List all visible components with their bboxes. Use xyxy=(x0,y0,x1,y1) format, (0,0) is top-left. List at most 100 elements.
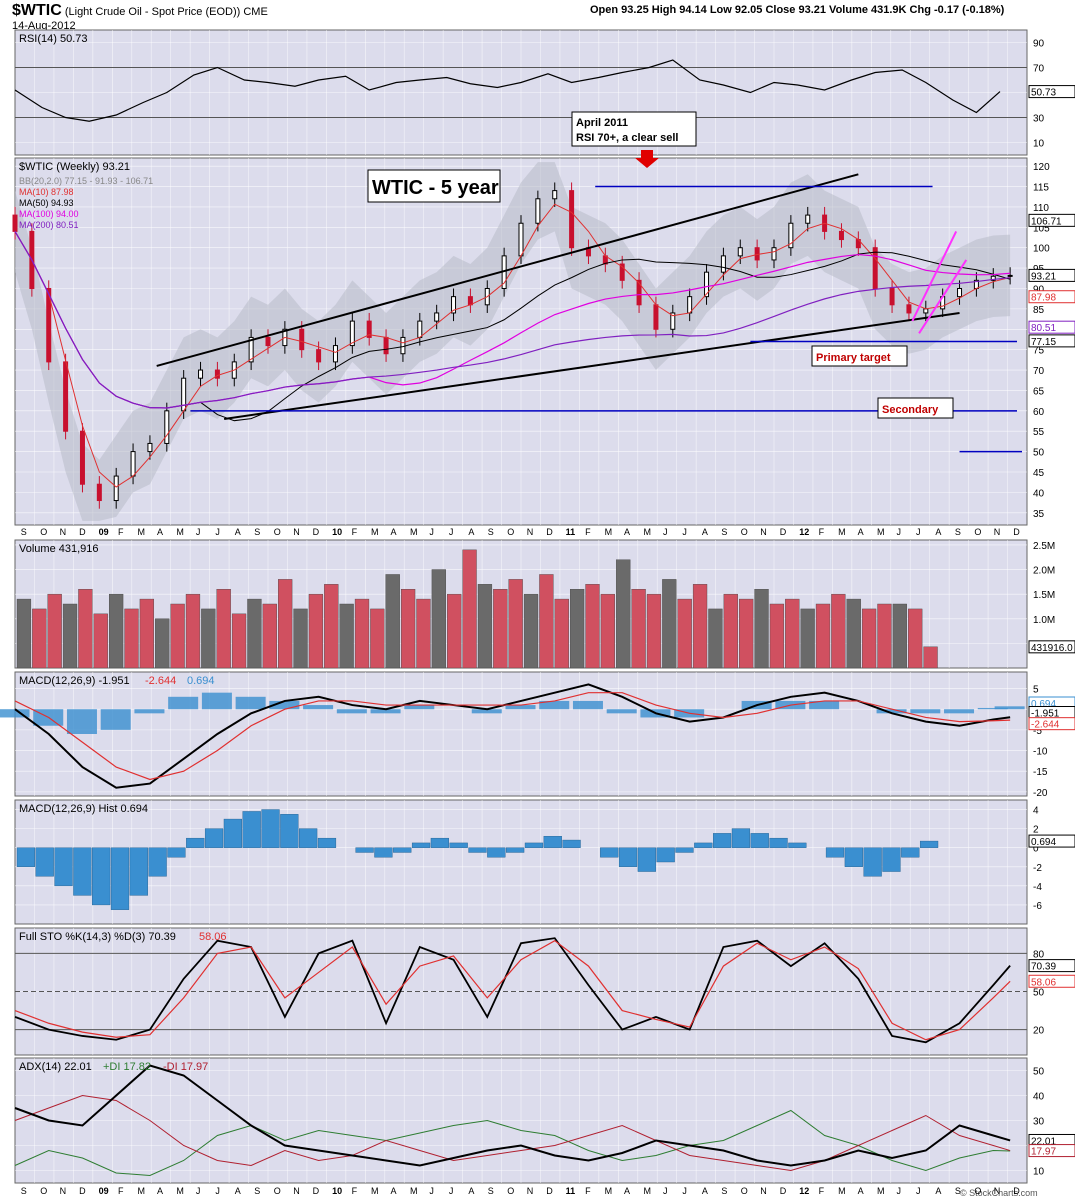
y-tick-label: 10 xyxy=(1033,1167,1045,1178)
x-axis-label: N xyxy=(760,527,767,537)
macd-histogram-bar xyxy=(882,847,901,872)
volume-bar xyxy=(846,598,861,669)
candle-body xyxy=(248,336,254,363)
y-tick-label: 50 xyxy=(1033,1067,1045,1078)
sto-value-label: 70.39 xyxy=(1031,962,1056,973)
legend-text: Volume 431,916 xyxy=(19,543,99,555)
minus-di-line xyxy=(14,1094,1011,1172)
volume-bar xyxy=(739,598,754,669)
x-axis-label: A xyxy=(157,1186,163,1196)
x-axis-label: N xyxy=(527,1186,534,1196)
macd-histogram-bar xyxy=(825,847,845,858)
x-axis-label: O xyxy=(40,1186,47,1196)
candle-body xyxy=(349,320,355,347)
volume-bar xyxy=(354,598,370,669)
x-axis-label: O xyxy=(507,527,514,537)
macd-hist-bar xyxy=(100,709,131,730)
ma200-line xyxy=(14,231,1011,409)
candle-body xyxy=(383,336,389,355)
legend-text: ADX(14) 22.01 xyxy=(19,1061,92,1073)
volume-bar xyxy=(124,608,139,669)
y-tick-label: 4 xyxy=(1033,806,1039,817)
rsi-value-label-box xyxy=(1028,85,1075,99)
price-value-label-box xyxy=(1028,320,1075,334)
sto-value-label-box xyxy=(1028,959,1075,973)
volume-bar xyxy=(78,589,93,669)
macd-hist-bar xyxy=(303,705,334,710)
sell-arrow xyxy=(635,150,659,168)
chart-header: $WTIC (Light Crude Oil - Spot Price (EOD… xyxy=(12,2,268,20)
x-axis-label: N xyxy=(527,527,534,537)
x-axis-label: M xyxy=(605,1186,613,1196)
macd-histogram-bar xyxy=(788,842,807,848)
y-tick-label: -4 xyxy=(1033,882,1042,893)
x-axis-label: J xyxy=(682,527,687,537)
macd-histogram-bar xyxy=(656,847,675,863)
x-axis-label: M xyxy=(410,1186,418,1196)
candle-body xyxy=(214,369,220,379)
macd-histogram-bar xyxy=(355,847,374,853)
volume-bar xyxy=(585,584,600,669)
macd-hist-bar xyxy=(572,700,603,710)
annotation-line-1: April 2011 xyxy=(576,117,628,129)
x-axis-label: A xyxy=(935,1186,941,1196)
candle-body xyxy=(619,263,625,281)
x-axis-label: M xyxy=(138,1186,146,1196)
macd-hist-bar xyxy=(471,709,502,714)
x-axis-label: N xyxy=(60,527,67,537)
price-value-label-box xyxy=(1028,268,1075,282)
x-axis-label: J xyxy=(916,1186,921,1196)
x-axis-label: M xyxy=(877,527,885,537)
x-axis-label: D xyxy=(780,1186,787,1196)
volume-bar xyxy=(600,593,616,669)
x-axis-label: D xyxy=(313,1186,320,1196)
x-axis-label: F xyxy=(819,527,825,537)
y-tick-label: 60 xyxy=(1033,407,1045,418)
volume-bar xyxy=(139,598,155,669)
x-axis-label: S xyxy=(254,527,260,537)
y-tick-label: -15 xyxy=(1033,767,1048,778)
macd-histogram-bar xyxy=(92,847,111,906)
volume-bar xyxy=(861,608,877,669)
macd-histogram-bar xyxy=(280,814,299,848)
legend-text: MACD(12,26,9) -1.951 xyxy=(19,675,130,687)
y-tick-label: -6 xyxy=(1033,901,1042,912)
macd-hist-bar xyxy=(977,707,1008,710)
price-value-label: 87.98 xyxy=(1031,293,1056,304)
macd-hist-bar xyxy=(201,692,232,710)
macd-histogram-bar xyxy=(299,828,318,848)
volume-bar xyxy=(431,569,446,669)
x-axis-label: O xyxy=(507,1186,514,1196)
macd-histogram-bar xyxy=(731,828,751,848)
candle-body xyxy=(366,320,372,338)
macd-hist-bar xyxy=(168,696,199,710)
volume-bar xyxy=(523,593,539,669)
volume-bar xyxy=(646,593,662,669)
y-tick-label: 55 xyxy=(1033,427,1045,438)
x-axis-label: M xyxy=(877,1186,885,1196)
candle-body xyxy=(957,287,963,298)
y-tick-label: 75 xyxy=(1033,346,1045,357)
legend-text: -DI 17.97 xyxy=(163,1061,208,1073)
macd-histogram-bar xyxy=(54,847,73,887)
y-tick-label: 45 xyxy=(1033,468,1045,479)
candle-body xyxy=(535,198,541,224)
x-axis-label: A xyxy=(858,527,864,537)
x-axis-label: F xyxy=(585,527,591,537)
macd-signal-line xyxy=(14,692,1011,781)
y-tick-label: 85 xyxy=(1033,305,1045,316)
volume-bar xyxy=(293,608,308,669)
candle-body xyxy=(653,304,659,330)
adx-value-label: 22.01 xyxy=(1031,1136,1056,1147)
macd-histogram-bar xyxy=(844,847,863,867)
y-tick-label: 1.0M xyxy=(1033,615,1055,626)
volume-bar xyxy=(570,589,585,669)
x-axis-label: A xyxy=(391,527,397,537)
volume-bar xyxy=(662,579,677,669)
x-axis-label: 09 xyxy=(99,1186,109,1196)
x-axis-label: M xyxy=(176,527,184,537)
y-tick-label: 40 xyxy=(1033,488,1045,499)
x-axis-label: S xyxy=(488,527,494,537)
y-tick-label: 40 xyxy=(1033,1092,1045,1103)
x-axis-label: F xyxy=(352,1186,358,1196)
